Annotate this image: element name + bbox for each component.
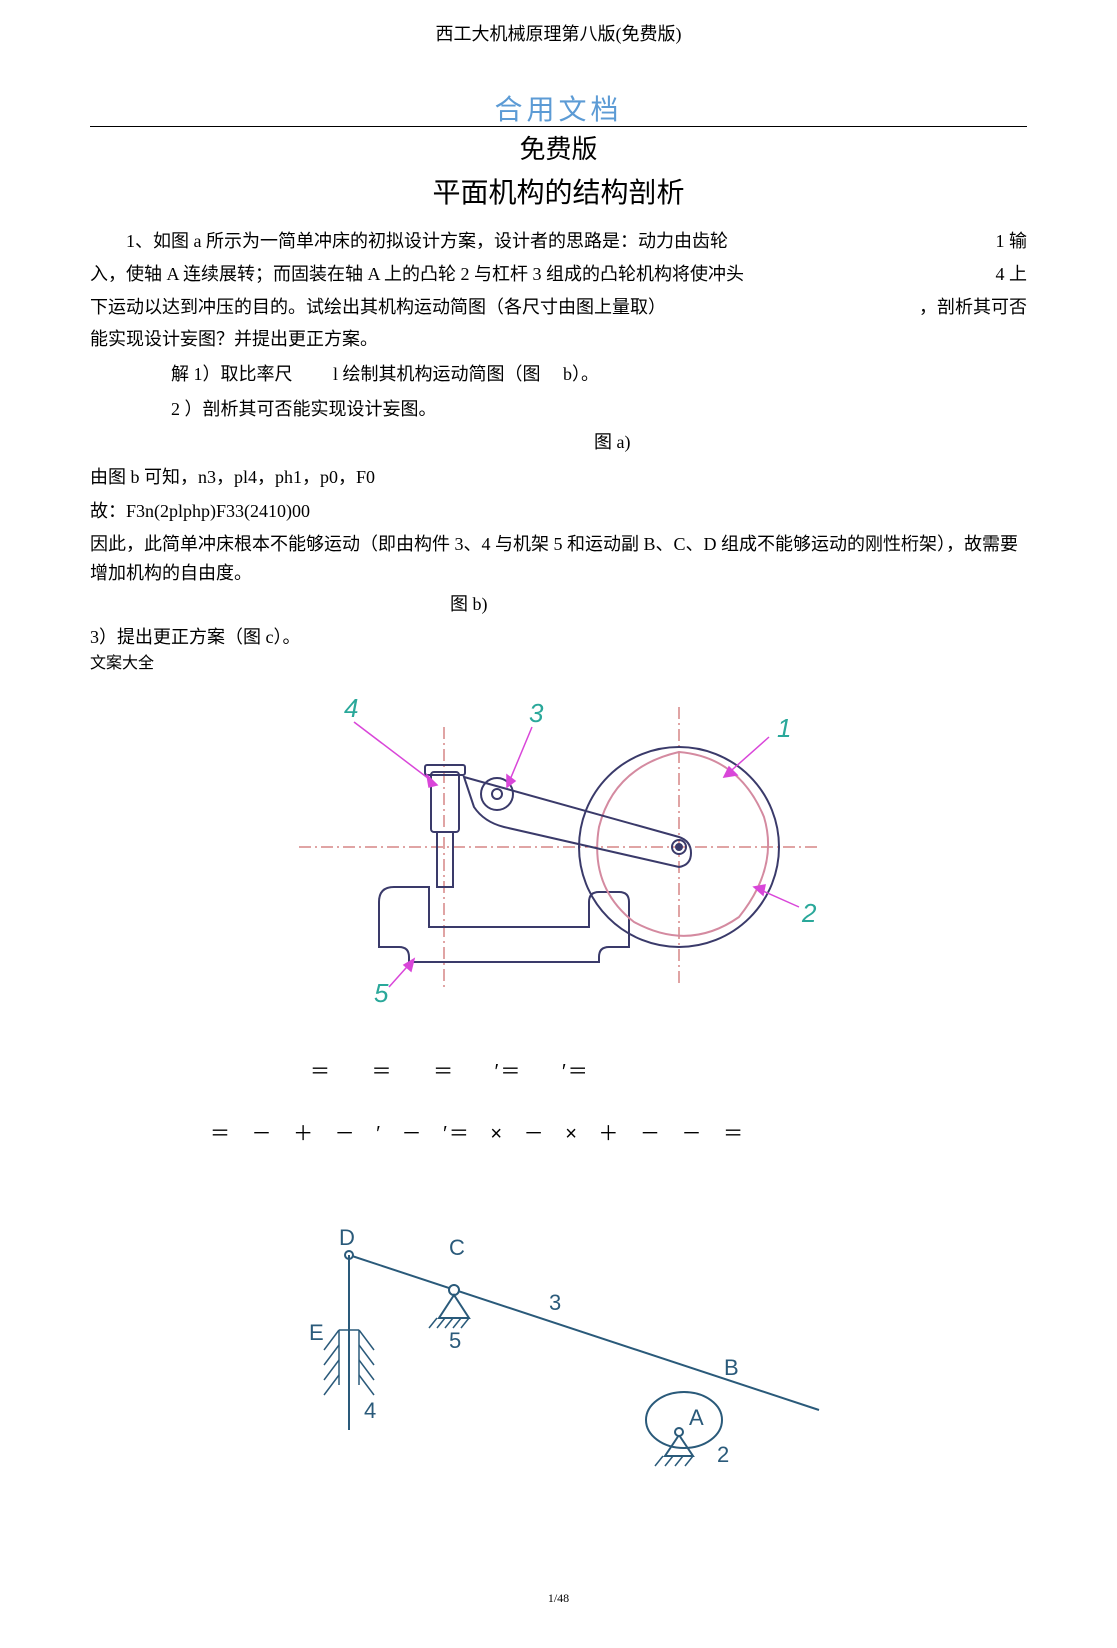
label-B: B bbox=[724, 1355, 739, 1380]
watermark-title: 合用文档 bbox=[90, 89, 1027, 134]
p1-left: 1、如图 a 所示为一简单冲床的初拟设计方案，设计者的思路是：动力由齿轮 bbox=[90, 227, 942, 256]
label-1: 1 bbox=[777, 713, 791, 743]
p3-right: ，剖析其可否 bbox=[919, 293, 1027, 322]
paragraph-1: 1、如图 a 所示为一简单冲床的初拟设计方案，设计者的思路是：动力由齿轮 1 输 bbox=[90, 227, 1027, 256]
body-outline bbox=[379, 747, 779, 962]
known-line: 由图 b 可知，n3，pl4，ph1，p0，F0 bbox=[90, 463, 1027, 492]
paragraph-3: 下运动以达到冲压的目的。试绘出其机构运动简图（各尺寸由图上量取） ，剖析其可否 bbox=[90, 293, 1027, 322]
p2-right: 4 上 bbox=[996, 260, 1028, 289]
figure-a-label: 图 a) bbox=[594, 428, 1027, 457]
label-n5: 5 bbox=[449, 1328, 461, 1353]
label-3: 3 bbox=[529, 698, 544, 728]
symbol-row-2: ＝ － ＋ － ′ － ′＝ × － × ＋ － － ＝ bbox=[210, 1118, 1027, 1150]
diagram-2-svg: D C E B A 3 5 4 2 bbox=[279, 1200, 839, 1500]
part-labels: 4 3 1 2 5 bbox=[344, 693, 817, 1007]
label-C: C bbox=[449, 1235, 465, 1260]
label-n2: 2 bbox=[717, 1442, 729, 1467]
explain-1: 因此，此简单冲床根本不能够运动（即由构件 3、4 与机架 5 和运动副 B、C、… bbox=[90, 530, 1027, 588]
fix-line: 3）提出更正方案（图 c）。 bbox=[90, 623, 1027, 652]
symbol-row-1: ＝ ＝ ＝ ′＝ ′＝ bbox=[310, 1056, 1027, 1088]
label-5: 5 bbox=[374, 978, 389, 1007]
solution-2: 2 ）剖析其可否能实现设计妄图。 bbox=[171, 395, 1027, 424]
label-4: 4 bbox=[344, 693, 358, 723]
label-n3: 3 bbox=[549, 1290, 561, 1315]
page-number: 1/48 bbox=[90, 1589, 1027, 1608]
sol1-b: l 绘制其机构运动简图（图 bbox=[333, 364, 541, 384]
label-2: 2 bbox=[801, 898, 817, 928]
axis-lines bbox=[299, 707, 819, 987]
solution-1: 解 1）取比率尺 l 绘制其机构运动简图（图 b）。 bbox=[171, 360, 1027, 389]
subtitle: 免费版 bbox=[90, 129, 1027, 171]
main-title: 平面机构的结构剖析 bbox=[90, 172, 1027, 217]
p3-left: 下运动以达到冲压的目的。试绘出其机构运动简图（各尺寸由图上量取） bbox=[90, 293, 901, 322]
label-A: A bbox=[689, 1405, 704, 1430]
p1-right: 1 输 bbox=[960, 227, 1028, 256]
p2-left: 入，使轴 A 连续展转；而固装在轴 A 上的凸轮 2 与杠杆 3 组成的凸轮机构… bbox=[90, 260, 978, 289]
sol1-a: 解 1）取比率尺 bbox=[171, 364, 293, 384]
footer-note: 文案大全 bbox=[90, 651, 1027, 677]
diagram-1-svg: 4 3 1 2 5 bbox=[279, 687, 839, 1007]
sol1-c: b）。 bbox=[563, 364, 599, 384]
label-E: E bbox=[309, 1320, 324, 1345]
paragraph-4: 能实现设计妄图？并提出更正方案。 bbox=[90, 325, 1027, 354]
diagram-1: 4 3 1 2 5 bbox=[90, 687, 1027, 1016]
label-D: D bbox=[339, 1225, 355, 1250]
paragraph-2: 入，使轴 A 连续展转；而固装在轴 A 上的凸轮 2 与杠杆 3 组成的凸轮机构… bbox=[90, 260, 1027, 289]
figure-b-label: 图 b) bbox=[450, 590, 1027, 619]
label-n4: 4 bbox=[364, 1398, 376, 1423]
page-header: 西工大机械原理第八版(免费版) bbox=[90, 20, 1027, 49]
therefore-line: 故：F3n(2plphp)F33(2410)00 bbox=[90, 497, 1027, 526]
diagram-2: D C E B A 3 5 4 2 bbox=[90, 1200, 1027, 1509]
schematic-lines bbox=[324, 1251, 819, 1466]
